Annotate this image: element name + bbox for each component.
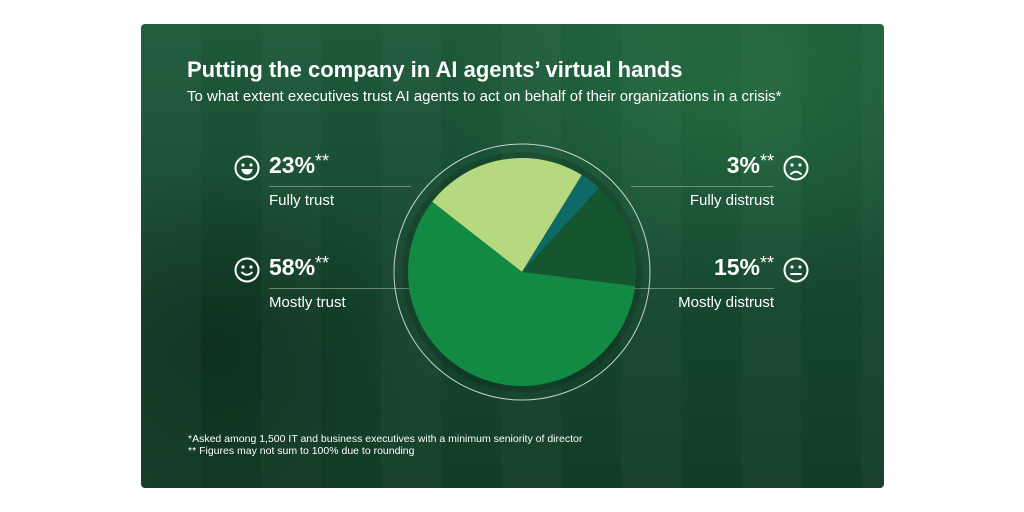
stat-value: 58%**	[269, 253, 330, 280]
leader-line	[269, 288, 411, 289]
neutral-face-icon	[783, 257, 809, 283]
very-happy-face-icon	[234, 155, 260, 181]
pie-chart	[393, 143, 651, 401]
stat-label: Fully trust	[269, 192, 335, 209]
pie-slices	[408, 157, 637, 386]
pie-slice-fully-trust	[432, 157, 582, 272]
stat-label: Mostly distrust	[678, 294, 774, 311]
smiling-face-icon	[234, 257, 260, 283]
pie-slice-mostly-trust	[408, 201, 636, 386]
footnotes: *Asked among 1,500 IT and business execu…	[188, 433, 582, 457]
stat-label: Mostly trust	[269, 294, 346, 311]
stat-label: Fully distrust	[689, 192, 774, 209]
footnote-rounding: ** Figures may not sum to 100% due to ro…	[188, 445, 415, 457]
pie-outer-ring	[393, 143, 651, 401]
leader-line	[269, 186, 411, 187]
chart-subtitle: To what extent executives trust AI agent…	[187, 88, 782, 105]
footnote-sample: *Asked among 1,500 IT and business execu…	[188, 433, 583, 445]
pie-slice-mostly-distrust	[522, 188, 637, 287]
chart-title: Putting the company in AI agents’ virtua…	[187, 57, 683, 82]
frowning-face-icon	[783, 155, 809, 181]
leader-line	[631, 288, 774, 289]
stat-value: 15%**	[713, 253, 774, 280]
pie-slice-fully-distrust	[522, 174, 600, 272]
stat-value: 3%**	[726, 151, 774, 178]
leader-line	[631, 186, 774, 187]
infographic-card: Putting the company in AI agents’ virtua…	[141, 24, 884, 488]
stat-value: 23%**	[269, 151, 330, 178]
